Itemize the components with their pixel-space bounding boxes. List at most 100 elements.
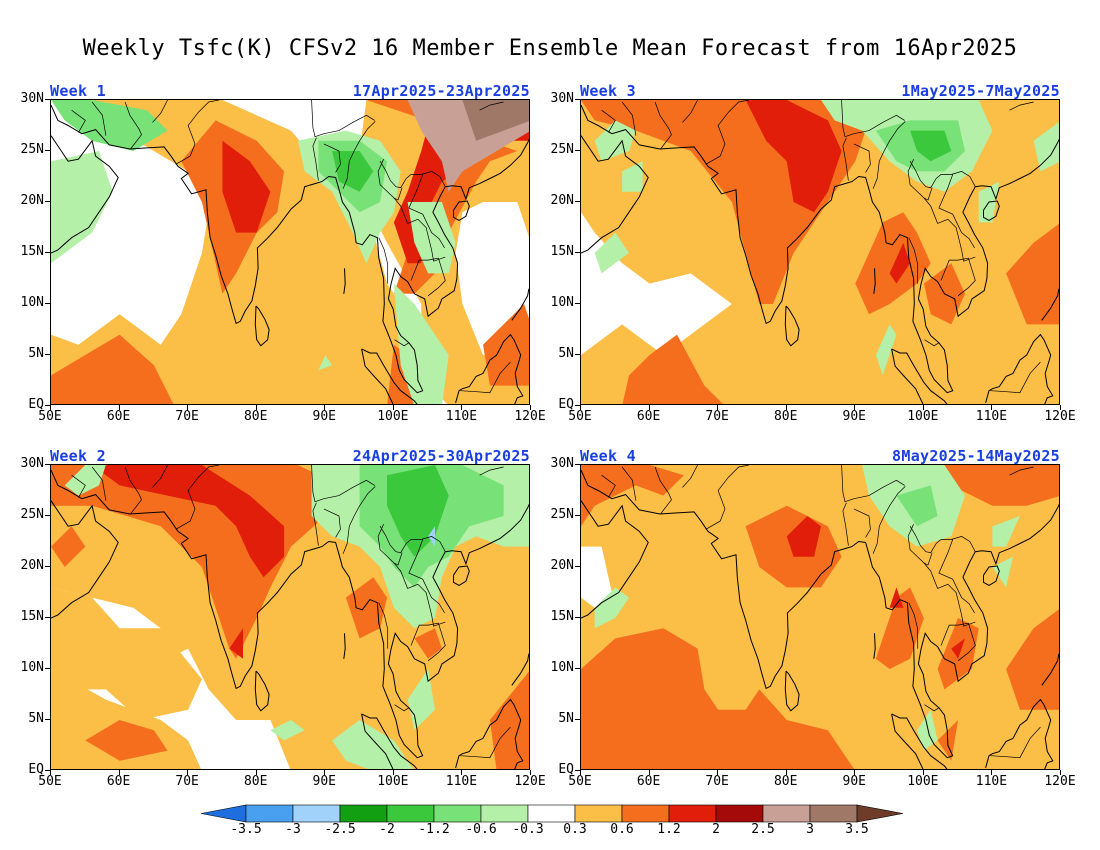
lat-tick-mark [45, 99, 50, 100]
colorbar-label: -0.6 [465, 822, 497, 837]
lon-tick-mark [717, 770, 719, 775]
coastline [784, 305, 800, 347]
country-border [393, 552, 403, 566]
lon-tick-label: 80E [243, 774, 268, 789]
coastline [891, 348, 948, 404]
anomaly-region-warm-mid [51, 526, 86, 567]
coastline [581, 500, 649, 619]
anomaly-region-warm-mid [51, 334, 174, 404]
country-border [460, 361, 511, 394]
colorbar-label: -3.5 [230, 822, 262, 837]
lon-tick-label: 50E [568, 774, 592, 789]
anomaly-region-warm-strong [786, 516, 821, 557]
lat-tick-label: 25N [550, 142, 574, 157]
colorbar-swatch [574, 804, 623, 823]
lon-tick-mark [580, 405, 581, 410]
lat-tick-mark [45, 252, 50, 253]
coastline [343, 633, 346, 659]
country-border [410, 622, 446, 662]
lat-tick-label: 10N [550, 295, 574, 310]
lat-tick-label: 15N [20, 244, 44, 259]
lon-tick-mark [785, 405, 787, 410]
country-border [938, 539, 975, 614]
country-border [408, 539, 445, 614]
lon-tick-label: 120E [514, 409, 546, 424]
lon-tick-label: 80E [773, 409, 798, 424]
lon-tick-mark [648, 405, 650, 410]
anomaly-region-green-light [393, 283, 449, 404]
coastline [343, 268, 346, 294]
lat-tick-label: EQ [558, 397, 574, 412]
panel-week-2-label: Week 2 [50, 447, 106, 465]
panel-week-1-label: Week 1 [50, 82, 106, 100]
anomaly-region-green-light [992, 516, 1020, 547]
anomaly-region-green-light [594, 587, 629, 629]
panel-week-3-label: Week 3 [580, 82, 636, 100]
colorbar-label: 2.5 [751, 822, 775, 837]
lat-tick-label: 15N [20, 609, 44, 624]
map-frame [50, 464, 530, 770]
colorbar-swatch [386, 804, 435, 823]
colorbar-swatch [245, 804, 294, 823]
country-border [907, 524, 976, 627]
anomaly-region-green-light [332, 720, 414, 769]
anomaly-region-warm-mid [581, 628, 854, 769]
country-border [601, 474, 616, 498]
lon-tick-label: 60E [636, 774, 661, 789]
country-border [841, 465, 905, 503]
lon-tick-mark [255, 405, 257, 410]
country-border [940, 622, 976, 662]
lon-tick-label: 50E [38, 409, 62, 424]
coastline [581, 104, 709, 167]
lat-tick-mark [45, 405, 50, 406]
country-border [311, 465, 375, 503]
lat-tick-label: 30N [20, 456, 44, 471]
lon-tick-label: 110E [975, 774, 1008, 789]
country-border [394, 704, 410, 712]
lat-tick-label: 5N [28, 711, 44, 726]
country-border [923, 552, 933, 566]
country-border [175, 465, 220, 530]
lat-tick-label: 30N [550, 456, 574, 471]
lat-tick-label: 5N [28, 346, 44, 361]
anomaly-region-green-light [1033, 121, 1059, 172]
anomaly-region-warm-strong [222, 140, 271, 233]
country-border [621, 101, 637, 136]
colorbar-end-right [856, 804, 904, 823]
country-border [152, 465, 168, 488]
country-border [377, 524, 446, 627]
country-border [379, 161, 446, 189]
lat-tick-mark [45, 464, 50, 465]
lon-tick-mark [255, 770, 257, 775]
country-border [71, 109, 86, 133]
country-border [872, 486, 906, 554]
lat-tick-mark [575, 252, 580, 253]
map-frame [580, 99, 1060, 405]
anomaly-region-warm-mid [581, 465, 684, 527]
lat-tick-mark [45, 201, 50, 202]
country-border [91, 101, 107, 136]
country-border [175, 100, 220, 165]
coastline [453, 200, 470, 221]
coastline [361, 713, 418, 769]
coastline [455, 333, 524, 404]
lat-tick-label: 15N [550, 244, 574, 259]
lat-tick-mark [575, 201, 580, 202]
country-border [924, 339, 940, 347]
country-border [1009, 101, 1034, 111]
anomaly-region-warm-mid [622, 334, 723, 404]
lon-tick-mark [854, 405, 856, 410]
country-border [853, 508, 871, 538]
country-border [853, 143, 871, 173]
lon-tick-mark [717, 405, 719, 410]
country-border [682, 465, 698, 488]
country-border [410, 257, 446, 297]
page-title: Weekly Tsfc(K) CFSv2 16 Member Ensemble … [82, 36, 1018, 61]
lon-tick-label: 120E [1044, 409, 1076, 424]
coastline [891, 713, 948, 769]
coastline [985, 333, 1054, 404]
anomaly-region-warm-strong [745, 100, 842, 213]
lat-tick-label: 10N [20, 295, 44, 310]
colorbar-svg [200, 804, 904, 823]
country-border [377, 159, 446, 262]
